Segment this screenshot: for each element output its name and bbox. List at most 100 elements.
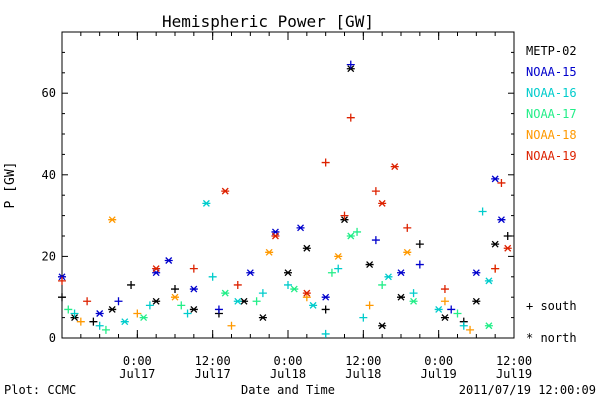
north-data-point: [265, 248, 274, 256]
legend-entry: NOAA-15: [526, 65, 577, 79]
south-data-point: [171, 285, 179, 294]
south-data-point: [491, 264, 500, 273]
north-data-point: [70, 314, 79, 322]
south-data-point: [133, 309, 142, 318]
north-data-point: [164, 257, 173, 264]
north-data-point: [440, 314, 449, 322]
north-data-point: [340, 216, 349, 224]
north-data-point: [271, 232, 280, 240]
x-axis-label: Date and Time: [241, 383, 335, 397]
north-data-point: [491, 175, 500, 183]
south-data-point: [83, 297, 92, 306]
south-data-point: [76, 317, 85, 326]
south-data-point: [177, 301, 186, 310]
south-data-point: [227, 321, 236, 330]
south-data-point: [346, 60, 355, 69]
y-tick-label: 0: [49, 331, 56, 345]
x-tick-date-label: Jul17: [195, 367, 231, 381]
north-data-point: [397, 293, 405, 301]
north-data-point: [346, 65, 355, 73]
x-tick-date-label: Jul18: [270, 367, 306, 381]
south-data-point: [415, 260, 424, 269]
south-data-point: [359, 313, 368, 322]
south-data-point: [284, 280, 292, 289]
north-data-point: [309, 301, 318, 309]
x-tick-time-label: 0:00: [123, 354, 152, 368]
north-data-point: [296, 224, 305, 232]
series-legend: METP-02 NOAA-15 NOAA-16 NOAA-17 NOAA-18 NOAA-…: [526, 44, 577, 163]
north-data-point: [503, 244, 512, 252]
x-tick-time-label: 0:00: [424, 354, 453, 368]
plot-frame: [61, 31, 515, 339]
south-data-point: [302, 293, 311, 302]
south-data-point: [378, 280, 387, 289]
x-tick-time-label: 0:00: [274, 354, 303, 368]
south-data-point: [208, 272, 217, 281]
north-data-point: [397, 269, 405, 277]
south-data-point: [440, 297, 449, 306]
north-data-point: [95, 310, 104, 317]
south-data-point: [466, 325, 475, 334]
south-data-point: [365, 301, 374, 310]
north-data-point: [221, 289, 230, 297]
south-data-point: [95, 321, 104, 330]
north-data-point: [334, 252, 343, 260]
legend-entry: NOAA-16: [526, 86, 577, 100]
south-data-point: [64, 305, 73, 314]
south-data-point: [346, 113, 355, 122]
north-data-point: [409, 297, 418, 305]
north-data-point: [472, 297, 481, 305]
south-data-point: [478, 207, 487, 216]
north-data-point: [321, 293, 330, 301]
north-data-point: [152, 297, 161, 305]
south-data-point: [321, 329, 330, 338]
north-data-point: [58, 273, 66, 281]
y-tick-label: 60: [42, 86, 56, 100]
north-data-point: [390, 163, 399, 171]
y-tick-label: 40: [42, 168, 56, 182]
north-data-point: [108, 305, 117, 313]
north-data-point: [233, 297, 242, 305]
south-data-point: [114, 297, 123, 306]
north-data-point: [346, 232, 355, 240]
north-data-point: [378, 322, 387, 330]
north-data-point: [403, 248, 412, 256]
north-data-point: [202, 199, 211, 207]
south-data-point: [440, 285, 449, 294]
south-data-point: [127, 280, 136, 289]
north-data-point: [246, 269, 255, 277]
north-data-point: [365, 261, 374, 269]
north-data-point: [108, 216, 117, 224]
south-data-point: [371, 236, 380, 245]
north-data-point: [384, 273, 393, 281]
y-tick-label: 20: [42, 249, 56, 263]
north-data-point: [497, 216, 506, 224]
south-data-point: [258, 289, 267, 298]
x-axis-ticks: 0:00Jul1712:00Jul170:00Jul1812:00Jul180:…: [61, 32, 532, 381]
north-data-point: [491, 240, 500, 248]
north-data-point: [171, 293, 179, 301]
south-data-point: [58, 293, 66, 302]
x-tick-date-label: Jul18: [345, 367, 381, 381]
south-data-point: [409, 289, 418, 298]
x-tick-date-label: Jul19: [421, 367, 457, 381]
north-data-point: [302, 289, 311, 297]
north-data-point: [139, 314, 148, 322]
south-data-point: [214, 305, 223, 314]
south-data-point: [89, 317, 98, 326]
footer-timestamp: 2011/07/19 12:00:09: [459, 383, 596, 397]
south-data-point: [183, 309, 192, 318]
south-data-point: [340, 211, 349, 220]
south-data-point: [145, 301, 154, 310]
legend-entry: NOAA-17: [526, 107, 577, 121]
x-tick-time-label: 12:00: [345, 354, 381, 368]
south-data-point: [101, 325, 110, 334]
south-data-point: [321, 158, 330, 167]
south-data-point: [415, 240, 424, 249]
south-data-point: [321, 305, 330, 314]
south-data-point: [403, 223, 412, 232]
south-data-point: [58, 276, 66, 285]
footer-plot-credit: Plot: CCMC: [4, 383, 76, 397]
south-data-point: [353, 227, 362, 236]
